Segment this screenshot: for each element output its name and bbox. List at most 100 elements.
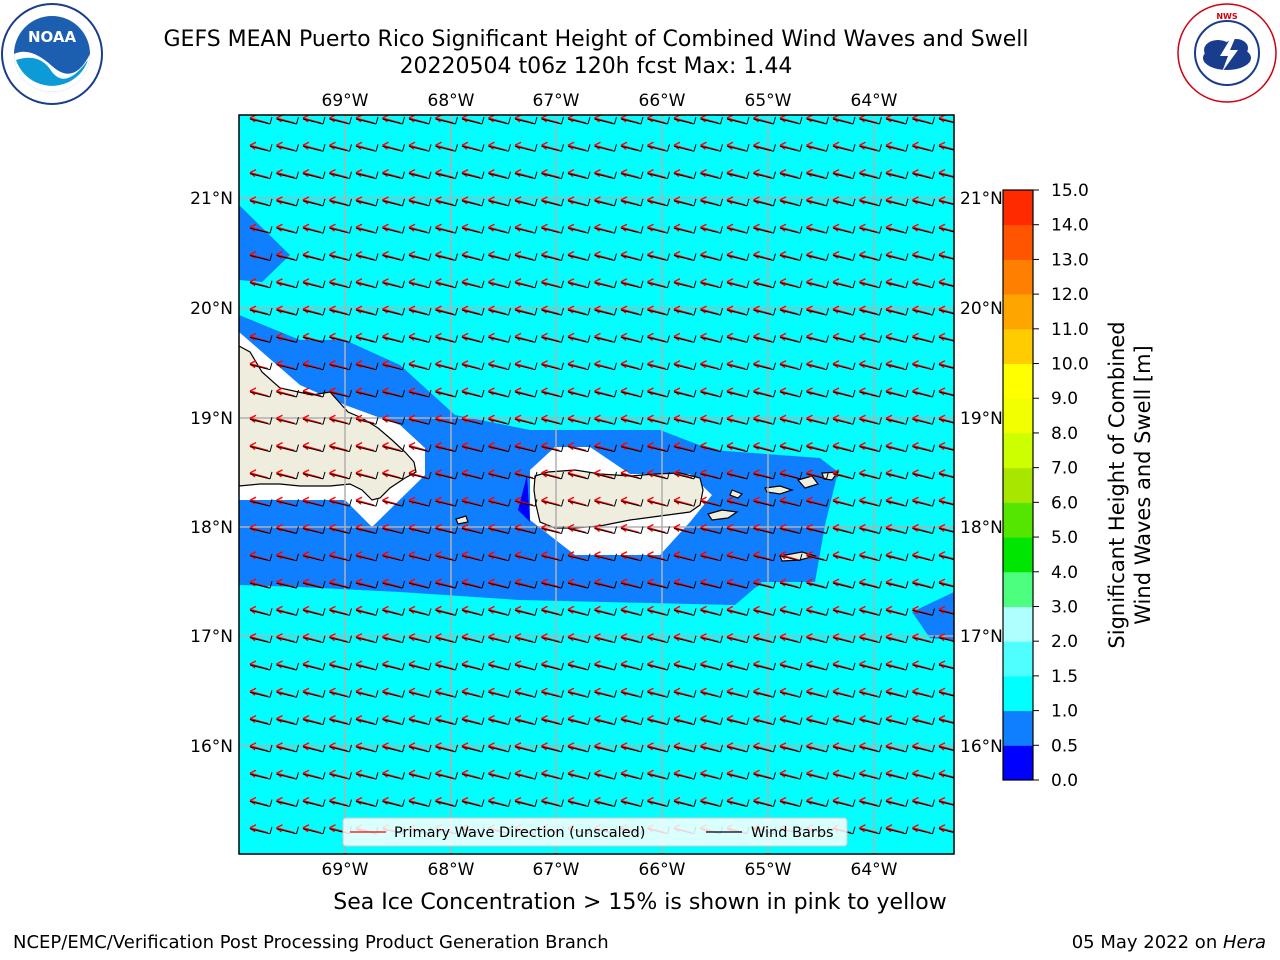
wind-barb (832, 690, 856, 698)
wind-barb (726, 144, 750, 152)
colorbar-tick-label: 11.0 (1051, 320, 1089, 340)
wind-barb (700, 608, 723, 616)
wind-barb (753, 608, 776, 616)
wind-barb (435, 280, 458, 289)
wind-barb (514, 307, 538, 316)
wind-barb (885, 608, 909, 616)
chart-title: GEFS MEAN Puerto Rico Significant Height… (163, 27, 1029, 52)
wind-barb (700, 553, 723, 562)
wind-barb (276, 744, 299, 753)
wind-barb (461, 772, 485, 780)
wind-barb (673, 772, 697, 780)
wind-barb (912, 662, 935, 671)
wind-barb (541, 144, 564, 152)
wind-barb (859, 198, 882, 207)
colorbar-segment (1003, 328, 1033, 365)
wind-barb (885, 417, 909, 425)
wind-barb (700, 198, 723, 207)
wind-barb (249, 253, 273, 261)
wind-barb (435, 580, 458, 589)
wind-barb (382, 307, 405, 316)
wind-barb (408, 389, 432, 398)
wind-barb (859, 335, 882, 343)
wind-barb (779, 335, 803, 343)
wind-barb (488, 280, 511, 289)
wind-barb (302, 171, 326, 180)
wind-barb (912, 744, 935, 753)
wind-barb (408, 144, 432, 152)
wind-barb (753, 635, 776, 644)
wind-barb (806, 662, 829, 671)
colorbar-segment (1003, 363, 1033, 399)
colorbar-tick-label: 4.0 (1051, 563, 1078, 583)
wind-barb (859, 144, 882, 152)
wind-barb (249, 608, 273, 616)
wind-barb (594, 799, 617, 807)
wind-barb (859, 717, 882, 726)
colorbar-segment (1003, 675, 1033, 712)
wind-barb (806, 799, 829, 807)
wind-barb (249, 499, 273, 507)
wind-barb (753, 116, 776, 125)
wind-barb (276, 444, 299, 453)
wind-barb (567, 307, 591, 316)
wind-barb (567, 389, 591, 398)
wind-barb (488, 116, 511, 125)
wind-barb (753, 744, 776, 753)
wind-barb (567, 690, 591, 698)
wind-barb (435, 499, 458, 507)
colorbar-segment (1003, 259, 1033, 295)
wind-barb (302, 280, 326, 289)
wind-barb (276, 799, 299, 807)
wind-barb (938, 664, 954, 670)
wind-barb (859, 580, 882, 589)
wind-barb (885, 116, 909, 125)
wind-barb (753, 417, 776, 425)
wind-barb (302, 307, 326, 316)
wind-barb (541, 171, 564, 180)
wind-barb (249, 144, 273, 152)
wind-barb (726, 717, 750, 726)
colorbar-segment (1003, 224, 1033, 260)
wind-barb (806, 690, 829, 698)
wind-barb (753, 144, 776, 152)
colorbar-segment (1003, 432, 1033, 469)
wind-barb (647, 335, 670, 343)
wind-barb (885, 499, 909, 507)
wind-barb (832, 417, 856, 425)
wind-barb (488, 635, 511, 644)
map-frame (238, 114, 955, 855)
wind-barb (302, 444, 326, 453)
wind-barb (726, 690, 750, 698)
wind-barb (779, 635, 803, 644)
wind-barb (541, 772, 564, 780)
wind-barb (885, 471, 909, 480)
wind-barb (859, 526, 882, 534)
wind-barb (700, 307, 723, 316)
lat-tick-label: 21°N (960, 189, 1003, 209)
wind-barb (382, 744, 405, 753)
wind-barb (620, 662, 644, 671)
wind-barb (461, 362, 485, 371)
wind-barb (302, 499, 326, 507)
wind-barb (594, 471, 617, 480)
wind-barb (912, 226, 935, 234)
wind-barb (355, 526, 379, 534)
colorbar-tick-label: 3.0 (1051, 597, 1078, 617)
wind-barb (541, 662, 564, 671)
wind-barb (832, 144, 856, 152)
wind-barb (249, 717, 273, 726)
wind-barb (382, 335, 405, 343)
wind-barb (488, 335, 511, 343)
wind-barb (885, 526, 909, 534)
land-culebra (729, 489, 744, 499)
wind-barb (647, 144, 670, 152)
wind-barb (276, 307, 299, 316)
wind-barb (620, 226, 644, 234)
wind-barb (382, 144, 405, 152)
wind-barb (302, 799, 326, 807)
wind-barb (461, 662, 485, 671)
wind-barb (620, 417, 644, 425)
wind-barb (673, 144, 697, 152)
wind-barb (435, 526, 458, 534)
